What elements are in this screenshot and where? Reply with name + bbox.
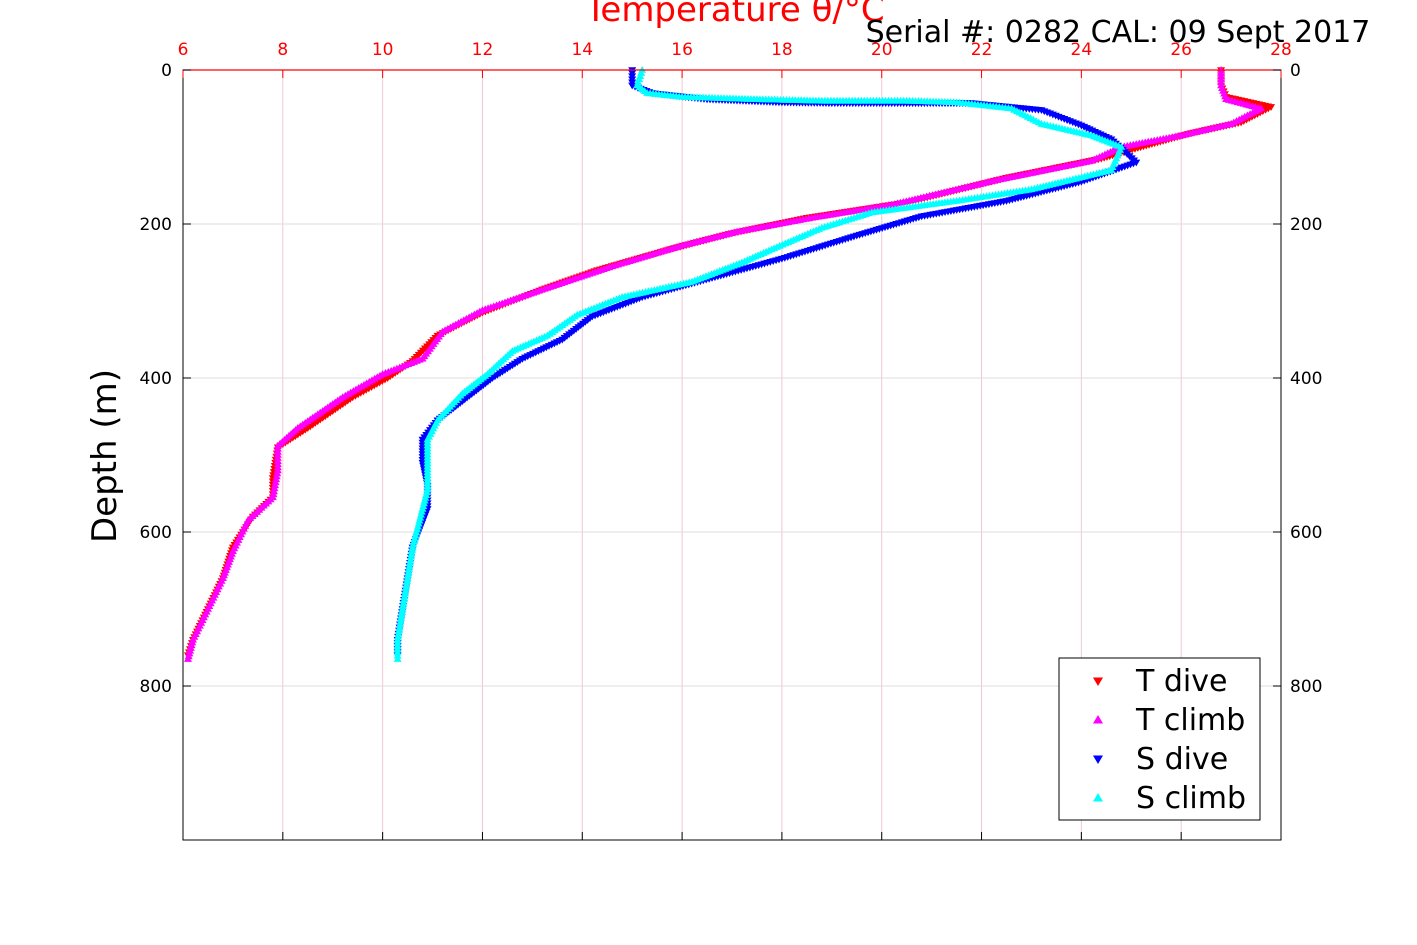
- legend-marker: [1093, 793, 1103, 802]
- data-point: [401, 589, 410, 597]
- x-tick-label: 14: [571, 40, 593, 60]
- data-point: [393, 655, 402, 662]
- data-point: [400, 595, 409, 603]
- y-tick-label-right: 600: [1290, 523, 1322, 543]
- x-tick-label: 24: [1071, 40, 1093, 60]
- y-tick-label-right: 0: [1290, 61, 1301, 81]
- chart-subtitle: Serial #: 0282 CAL: 09 Sept 2017: [866, 15, 1371, 50]
- data-point: [397, 611, 406, 618]
- data-point: [400, 592, 409, 600]
- data-point: [404, 571, 413, 578]
- data-point: [398, 605, 407, 612]
- data-point: [405, 564, 414, 572]
- data-point: [398, 608, 407, 615]
- y-tick-label-left: 600: [140, 523, 172, 543]
- data-point: [272, 475, 281, 483]
- legend-label: S climb: [1136, 781, 1246, 816]
- legend-label: T climb: [1135, 703, 1245, 738]
- data-point: [399, 601, 408, 609]
- data-point: [183, 655, 192, 662]
- data-point: [407, 552, 416, 560]
- x-tick-label: 26: [1170, 40, 1192, 60]
- data-point: [395, 623, 404, 631]
- series-s-climb: [393, 66, 1126, 662]
- y-tick-label-left: 200: [140, 215, 172, 235]
- data-point: [402, 580, 411, 588]
- x-tick-label: 22: [971, 40, 993, 60]
- data-point: [394, 629, 403, 637]
- x-tick-label: 6: [178, 40, 189, 60]
- chart-title: Temperature θ/°C: [584, 0, 884, 30]
- legend-marker: [1093, 755, 1103, 764]
- x-tick-label: 20: [871, 40, 893, 60]
- x-tick-label: 10: [372, 40, 394, 60]
- y-tick-label-right: 200: [1290, 215, 1322, 235]
- legend-marker: [1093, 677, 1103, 686]
- x-tick-label: 28: [1270, 40, 1292, 60]
- series-t-climb: [183, 66, 1266, 662]
- data-point: [396, 620, 405, 628]
- series-layer: [183, 66, 1276, 662]
- y-tick-label-right: 400: [1290, 369, 1322, 389]
- x-tick-label: 12: [472, 40, 494, 60]
- y-tick-label-right: 800: [1290, 677, 1322, 697]
- data-point: [269, 487, 278, 495]
- data-point: [406, 558, 415, 566]
- data-point: [269, 490, 278, 498]
- data-point: [408, 546, 417, 554]
- data-point: [406, 555, 415, 563]
- data-point: [399, 598, 408, 606]
- data-point: [272, 472, 281, 480]
- data-point: [408, 543, 417, 551]
- data-point: [402, 583, 411, 591]
- labels: Temperature θ/°C Serial #: 0282 CAL: 09 …: [85, 0, 1370, 543]
- data-point: [403, 577, 412, 585]
- data-point: [407, 549, 416, 557]
- data-point: [270, 484, 279, 492]
- data-point: [394, 632, 403, 640]
- data-point: [396, 617, 405, 625]
- legend: T dive T climb S dive S climb: [1058, 657, 1261, 821]
- x-tick-label: 8: [277, 40, 288, 60]
- data-point: [401, 586, 410, 594]
- axes: 6 8 10 12 14 16 18 20 22 24 26 28020040060080002004…: [140, 40, 1322, 840]
- y-tick-label-left: 400: [140, 369, 172, 389]
- x-tick-label: 18: [771, 40, 793, 60]
- legend-marker: [1093, 715, 1103, 724]
- data-point: [395, 626, 404, 634]
- data-point: [404, 568, 413, 575]
- y-axis-label: Depth (m): [85, 369, 125, 543]
- data-point: [403, 574, 412, 581]
- data-point: [397, 614, 406, 622]
- y-tick-label-left: 800: [140, 677, 172, 697]
- legend-label: S dive: [1136, 742, 1228, 777]
- data-point: [271, 481, 280, 489]
- x-tick-label: 16: [671, 40, 693, 60]
- data-point: [405, 561, 414, 569]
- data-point: [273, 469, 282, 477]
- legend-label: T dive: [1135, 664, 1227, 699]
- legend-box: [1058, 657, 1261, 821]
- data-point: [273, 466, 282, 474]
- y-tick-label-left: 0: [161, 61, 172, 81]
- data-point: [271, 478, 280, 486]
